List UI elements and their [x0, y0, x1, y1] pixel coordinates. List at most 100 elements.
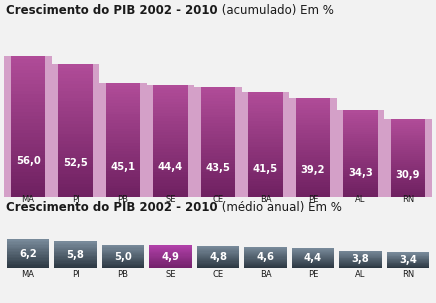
- Bar: [201, 175, 235, 178]
- Bar: [343, 162, 378, 165]
- Bar: [11, 116, 45, 119]
- Bar: [11, 98, 45, 102]
- Bar: [153, 93, 187, 96]
- Bar: [11, 165, 45, 169]
- Bar: [201, 87, 235, 90]
- Bar: [387, 264, 429, 265]
- Bar: [106, 103, 140, 106]
- Bar: [249, 105, 283, 108]
- Bar: [201, 120, 235, 123]
- Bar: [296, 115, 330, 118]
- Bar: [106, 83, 140, 86]
- Bar: [244, 251, 287, 252]
- Bar: [58, 141, 93, 144]
- Bar: [343, 160, 378, 162]
- Bar: [149, 248, 192, 249]
- Bar: [102, 262, 144, 264]
- Bar: [244, 267, 287, 268]
- Bar: [58, 187, 93, 190]
- Text: SE: SE: [165, 195, 176, 205]
- Bar: [11, 151, 45, 155]
- Bar: [58, 190, 93, 194]
- Bar: [153, 127, 187, 130]
- Bar: [58, 194, 93, 197]
- Bar: [343, 125, 378, 128]
- Bar: [149, 250, 192, 251]
- Bar: [54, 243, 97, 244]
- Bar: [153, 99, 187, 102]
- Bar: [391, 150, 425, 152]
- Bar: [391, 168, 425, 170]
- Bar: [54, 245, 97, 247]
- Bar: [153, 141, 187, 144]
- Bar: [249, 111, 283, 113]
- Bar: [153, 186, 187, 188]
- Bar: [7, 245, 49, 247]
- Bar: [391, 148, 425, 150]
- Bar: [244, 258, 287, 260]
- Bar: [149, 260, 192, 261]
- Bar: [106, 146, 140, 148]
- Bar: [58, 114, 93, 118]
- Bar: [11, 108, 45, 112]
- Bar: [153, 121, 187, 124]
- Bar: [11, 148, 45, 151]
- Bar: [106, 183, 140, 185]
- Bar: [391, 178, 425, 179]
- Bar: [11, 91, 45, 95]
- Bar: [391, 185, 425, 187]
- Bar: [102, 258, 144, 259]
- Bar: [391, 121, 425, 123]
- Bar: [249, 121, 283, 124]
- Bar: [197, 256, 239, 257]
- Bar: [58, 78, 93, 81]
- Bar: [197, 246, 239, 247]
- Bar: [106, 194, 140, 197]
- Bar: [339, 265, 382, 266]
- Bar: [387, 254, 429, 255]
- Bar: [343, 182, 378, 184]
- Bar: [387, 267, 429, 268]
- Text: 5,8: 5,8: [67, 250, 85, 260]
- Bar: [201, 164, 235, 167]
- Bar: [249, 142, 283, 145]
- Bar: [343, 121, 378, 123]
- Bar: [194, 87, 242, 197]
- Bar: [7, 259, 49, 261]
- Bar: [153, 85, 187, 88]
- Bar: [106, 163, 140, 166]
- Bar: [387, 252, 429, 253]
- Bar: [58, 121, 93, 124]
- Bar: [244, 247, 287, 248]
- Bar: [106, 166, 140, 168]
- Text: 56,0: 56,0: [16, 156, 41, 166]
- Bar: [391, 193, 425, 195]
- Bar: [7, 241, 49, 242]
- Text: 5,0: 5,0: [114, 251, 132, 261]
- Bar: [343, 128, 378, 130]
- Bar: [244, 248, 287, 249]
- Bar: [249, 108, 283, 111]
- Bar: [153, 105, 187, 107]
- Bar: [391, 174, 425, 175]
- Bar: [197, 248, 239, 249]
- Bar: [54, 247, 97, 248]
- Bar: [343, 154, 378, 156]
- Bar: [153, 161, 187, 163]
- Bar: [296, 125, 330, 128]
- Bar: [292, 251, 334, 252]
- Bar: [387, 265, 429, 266]
- Bar: [106, 123, 140, 126]
- Bar: [58, 174, 93, 177]
- Bar: [153, 194, 187, 197]
- Bar: [106, 180, 140, 183]
- Bar: [54, 249, 97, 251]
- Bar: [343, 141, 378, 143]
- Bar: [339, 251, 382, 252]
- Bar: [153, 191, 187, 194]
- Bar: [58, 177, 93, 180]
- Bar: [296, 152, 330, 155]
- Bar: [7, 248, 49, 249]
- Bar: [387, 261, 429, 262]
- Bar: [11, 80, 45, 84]
